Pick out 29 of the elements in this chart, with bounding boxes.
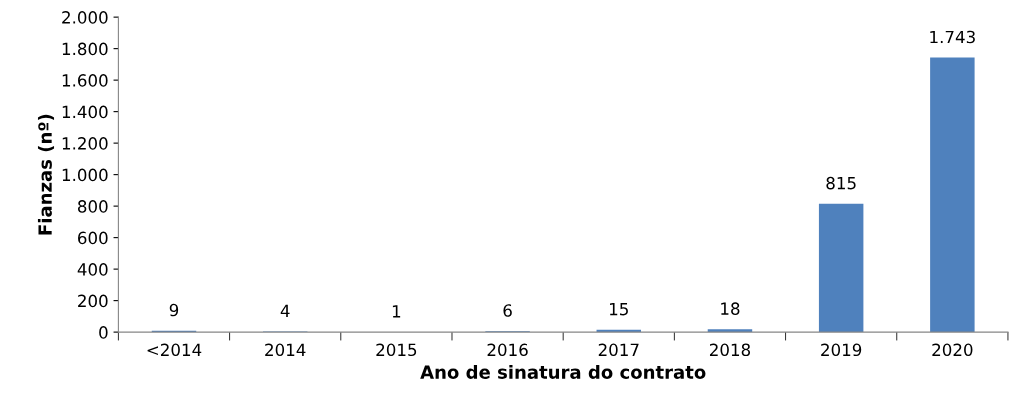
y-tick-label: 2.000 — [62, 11, 108, 24]
y-tick-label: 800 — [78, 200, 108, 213]
data-label: 18 — [721, 302, 740, 315]
x-tick-label: 2019 — [821, 343, 862, 357]
x-tick-label: 2014 — [265, 343, 306, 357]
y-tick-label: 1.400 — [62, 105, 108, 119]
y-tick-label: 1.200 — [62, 137, 108, 150]
y-tick-label: 0 — [99, 326, 108, 339]
x-tick-label: 2017 — [598, 343, 639, 357]
x-tick-label: <2014 — [147, 343, 202, 357]
y-tick-label: 200 — [78, 294, 108, 308]
y-axis-title: Fianzas (nº) — [37, 114, 55, 235]
data-label: 1.743 — [930, 30, 975, 44]
y-tick-label: 600 — [78, 231, 108, 245]
data-label: 6 — [503, 304, 512, 317]
y-tick-label: 400 — [77, 263, 108, 276]
x-tick-label: 2020 — [932, 343, 973, 357]
data-label: 1 — [392, 305, 401, 318]
y-tick-label: 1.800 — [62, 42, 108, 56]
x-tick-label: 2015 — [376, 343, 417, 357]
y-tick-label: 1.600 — [62, 74, 108, 87]
x-axis-title: Ano de sinatura do contrato — [420, 364, 706, 379]
data-label: 9 — [169, 303, 179, 317]
data-label: 4 — [280, 304, 290, 317]
data-label: 15 — [610, 303, 628, 316]
x-tick-label: 2016 — [487, 343, 528, 357]
y-tick-label: 1.000 — [62, 168, 108, 182]
x-tick-label: 2018 — [709, 343, 751, 357]
data-label: 815 — [826, 176, 856, 190]
